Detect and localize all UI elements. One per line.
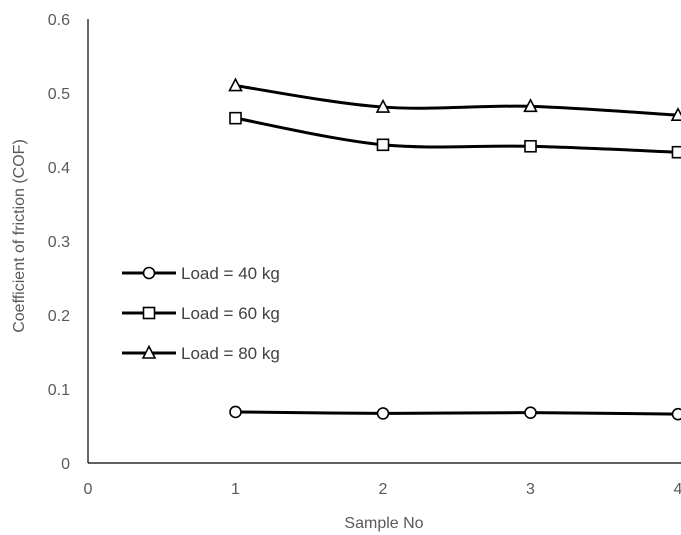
y-tick-label: 0.4 bbox=[48, 160, 70, 177]
series-line bbox=[236, 86, 679, 116]
data-point bbox=[673, 409, 681, 420]
data-point bbox=[673, 147, 681, 158]
legend: Load = 40 kg Load = 60 kg Load = 80 kg bbox=[122, 264, 280, 363]
y-tick-label: 0.1 bbox=[48, 382, 70, 399]
x-tick-labels: 0 1 2 3 4 bbox=[84, 481, 681, 498]
x-tick-label: 3 bbox=[526, 481, 535, 498]
legend-marker bbox=[144, 268, 155, 279]
data-point bbox=[230, 113, 241, 124]
data-point bbox=[230, 406, 241, 417]
legend-label: Load = 60 kg bbox=[181, 304, 280, 323]
series-circle bbox=[230, 406, 681, 419]
data-point bbox=[378, 408, 389, 419]
y-tick-label: 0.3 bbox=[48, 234, 70, 251]
x-tick-label: 2 bbox=[379, 481, 388, 498]
series-line bbox=[236, 412, 679, 414]
x-tick-label: 1 bbox=[231, 481, 240, 498]
data-point bbox=[525, 141, 536, 152]
legend-item: Load = 40 kg bbox=[122, 264, 280, 283]
series-layer bbox=[230, 79, 681, 420]
axes bbox=[88, 19, 681, 463]
y-axis-title: Coefficient of friction (COF) bbox=[11, 139, 28, 333]
series-square bbox=[230, 113, 681, 158]
legend-item: Load = 80 kg bbox=[122, 344, 280, 363]
series-line bbox=[236, 118, 679, 152]
y-tick-label: 0.6 bbox=[48, 12, 70, 29]
legend-item: Load = 60 kg bbox=[122, 304, 280, 323]
y-tick-labels: 0 0.1 0.2 0.3 0.4 0.5 0.6 bbox=[48, 12, 70, 473]
x-axis-title: Sample No bbox=[344, 515, 423, 532]
x-tick-label: 4 bbox=[674, 481, 681, 498]
data-point bbox=[378, 139, 389, 150]
x-tick-label: 0 bbox=[84, 481, 93, 498]
legend-label: Load = 80 kg bbox=[181, 344, 280, 363]
legend-marker bbox=[144, 308, 155, 319]
series-triangle bbox=[230, 79, 681, 120]
legend-label: Load = 40 kg bbox=[181, 264, 280, 283]
data-point bbox=[525, 407, 536, 418]
y-tick-label: 0 bbox=[61, 456, 70, 473]
y-tick-label: 0.2 bbox=[48, 308, 70, 325]
y-tick-label: 0.5 bbox=[48, 86, 70, 103]
